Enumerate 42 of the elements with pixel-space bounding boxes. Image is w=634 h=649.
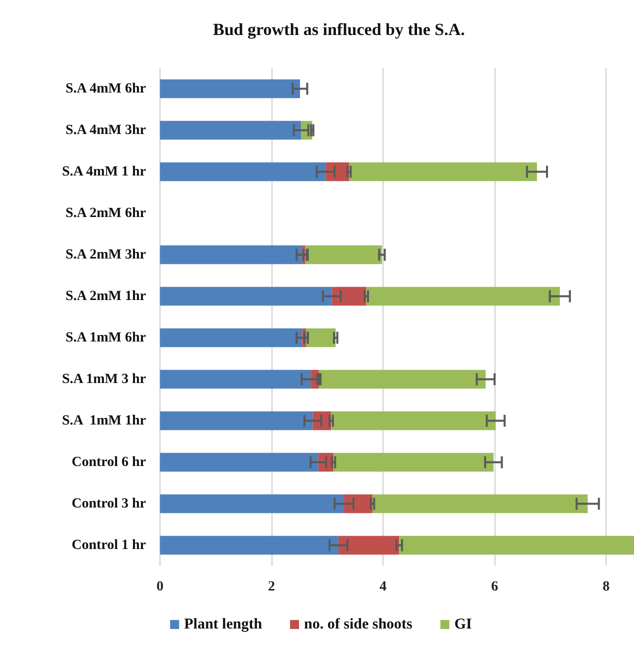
chart-title: Bud growth as influced by the S.A.: [213, 20, 465, 39]
bar: [160, 162, 326, 182]
bar: [160, 79, 300, 98]
bar: [331, 411, 496, 430]
legend-label: no. of side shoots: [304, 616, 413, 632]
legend-label: GI: [454, 616, 472, 632]
bar: [304, 245, 382, 264]
bar: [160, 536, 338, 555]
y-tick-label: S.A 4mM 6hr: [66, 81, 146, 96]
y-tick-label: S.A 4mM 3hr: [66, 122, 146, 138]
y-tick-label: Control 1 hr: [72, 538, 146, 553]
bar: [349, 162, 537, 182]
bar: [338, 536, 400, 555]
x-tick-label: 4: [380, 580, 387, 594]
bar: [318, 370, 486, 389]
y-tick-label: S.A 1mM 1hr: [62, 413, 146, 428]
bar: [160, 370, 311, 389]
bar: [160, 286, 332, 306]
legend-label: Plant length: [184, 616, 263, 632]
bar: [160, 411, 313, 430]
bar: [372, 494, 588, 514]
bar: [160, 245, 302, 264]
y-tick-label: S.A 2mM 3hr: [66, 247, 146, 262]
x-tick-label: 8: [602, 580, 610, 594]
y-tick-label: S.A 1mM 6hr: [66, 330, 146, 346]
bar: [160, 452, 318, 472]
y-tick-label: S.A 4mM 1 hr: [62, 164, 146, 180]
x-tick-label: 6: [491, 580, 498, 594]
bar: [160, 328, 302, 348]
y-tick-label: S.A 1mM 3 hr: [62, 372, 146, 387]
y-tick-label: S.A 2mM 6hr: [66, 206, 146, 221]
bar: [333, 452, 494, 472]
bar: [399, 536, 634, 555]
bar: [160, 120, 302, 140]
bar: [332, 286, 366, 306]
x-tick-label: 0: [156, 580, 164, 594]
y-tick-label: Control 6 hr: [72, 454, 146, 470]
bar: [366, 286, 560, 306]
y-tick-label: S.A 2mM 1hr: [66, 288, 146, 304]
y-tick-label: Control 3 hr: [72, 496, 146, 512]
x-tick-label: 2: [268, 580, 276, 594]
bar: [160, 494, 344, 514]
